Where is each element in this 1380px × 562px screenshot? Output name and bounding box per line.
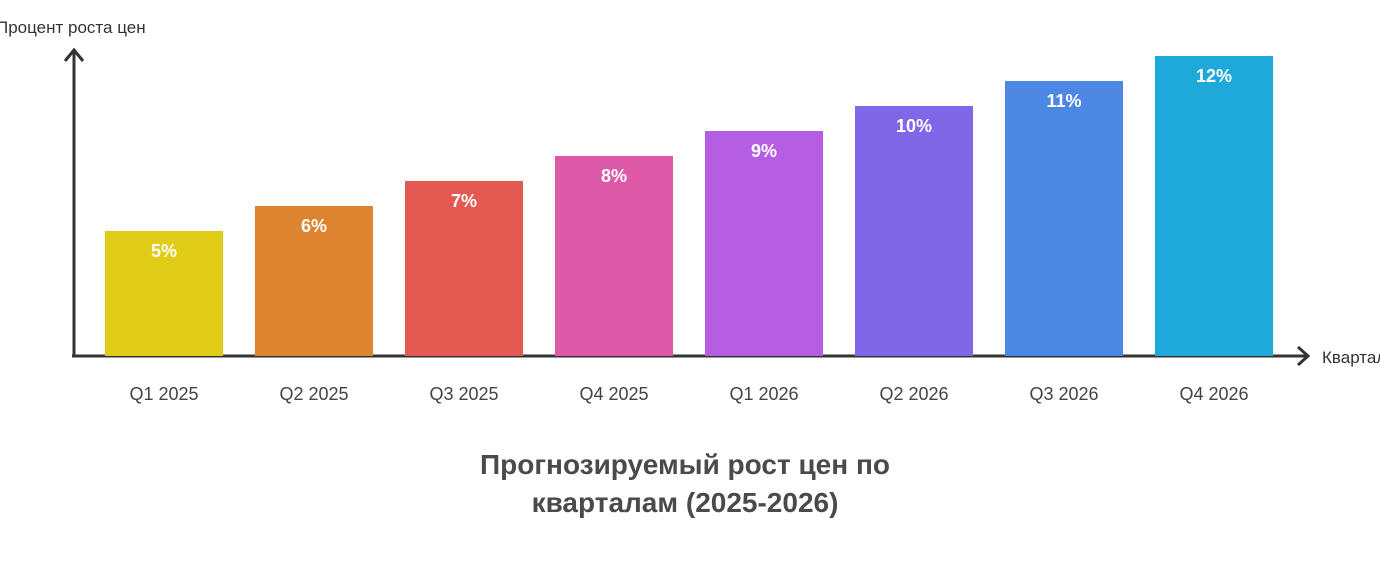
bar-q3-2025	[405, 181, 523, 356]
data-label: 11%	[1046, 91, 1081, 111]
chart-title-line-2: кварталам (2025-2026)	[531, 487, 839, 518]
x-tick-label: Q4 2026	[1179, 384, 1248, 404]
y-axis-arrow	[63, 47, 85, 62]
x-tick-label: Q1 2025	[129, 384, 198, 404]
x-tick-label: Q3 2026	[1029, 384, 1098, 404]
data-label: 12%	[1196, 66, 1232, 86]
data-label: 7%	[451, 191, 477, 211]
data-label: 8%	[601, 166, 627, 186]
bar-q2-2025	[255, 206, 373, 356]
data-label: 6%	[301, 216, 327, 236]
x-tick-labels-group: Q1 2025 Q2 2025 Q3 2025 Q4 2025 Q1 2026 Q2 20…	[129, 384, 1248, 404]
x-tick-label: Q4 2025	[579, 384, 648, 404]
x-tick-label: Q2 2026	[879, 384, 948, 404]
data-label: 10%	[896, 116, 932, 136]
y-axis-label: Процент роста цен	[0, 18, 146, 37]
data-label: 9%	[751, 141, 777, 161]
chart-title-line-1: Прогнозируемый рост цен по	[480, 449, 890, 480]
bars-group	[105, 56, 1273, 356]
bar-q3-2026	[1005, 81, 1123, 356]
x-axis-arrow	[1296, 345, 1311, 367]
x-tick-label: Q1 2026	[729, 384, 798, 404]
bar-q4-2025	[555, 156, 673, 356]
x-tick-label: Q3 2025	[429, 384, 498, 404]
chart-title: Прогнозируемый рост цен по кварталам (20…	[385, 446, 985, 522]
x-tick-label: Q2 2025	[279, 384, 348, 404]
data-labels-group: 5% 6% 7% 8% 9% 10% 11% 12%	[151, 66, 1232, 261]
bar-q1-2026	[705, 131, 823, 356]
data-label: 5%	[151, 241, 177, 261]
bar-q1-2025	[105, 231, 223, 356]
bar-q4-2026	[1155, 56, 1273, 356]
x-axis-label: Квартал	[1322, 348, 1380, 367]
bar-q2-2026	[855, 106, 973, 356]
